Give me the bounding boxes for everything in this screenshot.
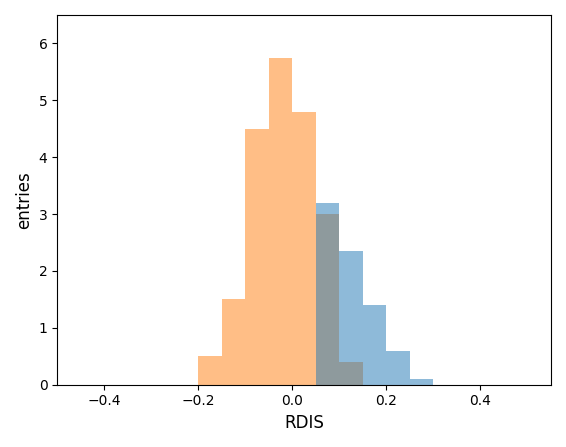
Bar <box>269 58 292 385</box>
X-axis label: RDIS: RDIS <box>284 414 324 432</box>
Bar <box>363 305 387 385</box>
Bar <box>410 379 434 385</box>
Bar <box>198 356 222 385</box>
Bar <box>340 362 363 385</box>
Bar <box>245 129 269 385</box>
Bar <box>292 112 316 385</box>
Y-axis label: entries: entries <box>15 171 33 229</box>
Bar <box>316 214 340 385</box>
Bar <box>387 350 410 385</box>
Bar <box>316 202 340 385</box>
Bar <box>222 299 245 385</box>
Bar <box>340 251 363 385</box>
